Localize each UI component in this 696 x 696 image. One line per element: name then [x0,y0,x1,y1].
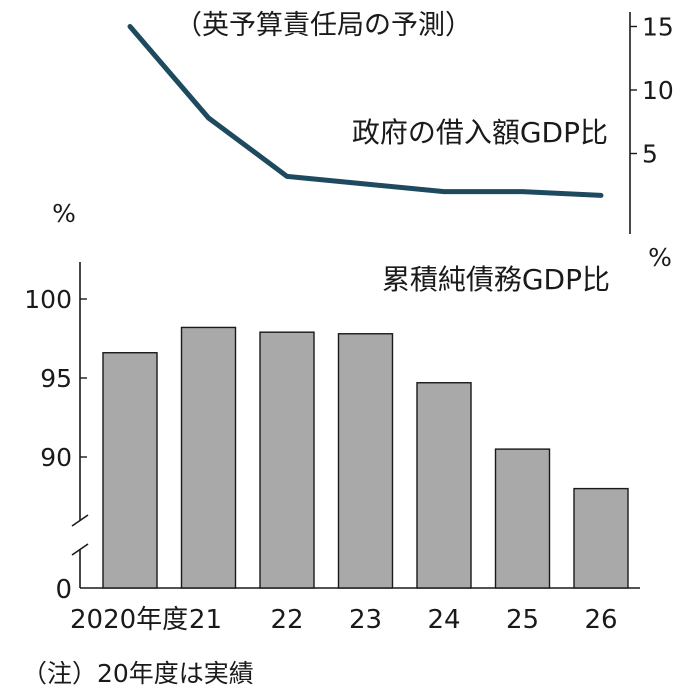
x-tick-label: 24 [427,605,460,635]
x-tick-label: 2020年度 [70,605,188,635]
bar-chart-unit: % [52,199,76,228]
bar [102,352,158,589]
x-tick-label: 22 [270,605,303,635]
bar-chart-y-tick-label: 100 [24,285,72,314]
bar [259,331,315,589]
line-chart-y-tick-label: 10 [642,76,674,105]
x-tick-label: 23 [349,605,382,635]
line-chart-y-tick-label: 5 [642,140,658,169]
bar [180,326,237,589]
bar [573,487,629,589]
x-tick-label: 21 [189,605,222,635]
x-tick-label: 25 [506,605,539,635]
x-tick-label: 26 [584,605,617,635]
line-chart-series-line [127,24,604,198]
bar-chart-y-tick-label: 90 [40,443,72,472]
line-chart-y-tick-label: 15 [642,13,674,42]
line-chart-title: 政府の借入額GDP比 [352,116,608,149]
bar [416,382,472,589]
line-chart-unit: % [648,243,672,272]
bar-chart: % 累積純債務GDP比 0 90 95 100 2020年度 21 22 23 24 25 26 [24,199,640,635]
bar [337,333,394,589]
bar-chart-title: 累積純債務GDP比 [382,263,610,296]
line-chart: 政府の借入額GDP比 % 5 10 15 [127,12,674,272]
bar [494,448,551,589]
axis-break-mark-lower [71,543,89,556]
bar-chart-zero-label: 0 [55,575,72,605]
axis-break-mark-upper [71,514,89,527]
footnote: （注）20年度は実績 [22,659,254,688]
source-note: （英予算責任局の予測） [175,10,472,41]
bar-chart-y-tick-label: 95 [40,364,72,393]
